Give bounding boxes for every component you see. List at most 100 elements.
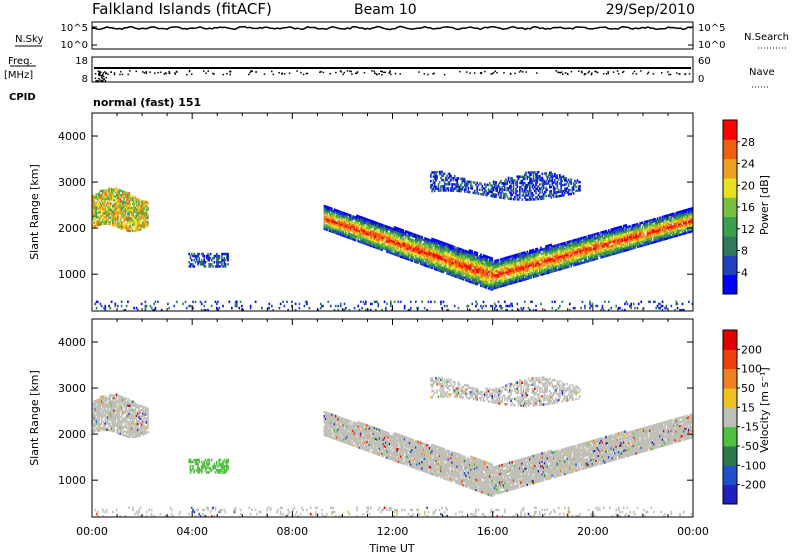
heatmap-cell xyxy=(534,271,536,274)
heatmap-cell xyxy=(554,269,556,273)
heatmap-cell xyxy=(393,244,396,248)
heatmap-cell xyxy=(99,206,102,210)
heatmap-cell xyxy=(508,276,511,279)
heatmap-cell xyxy=(407,245,410,249)
heatmap-cell xyxy=(452,268,455,271)
heatmap-cell xyxy=(495,181,497,184)
heatmap-cell xyxy=(579,245,581,249)
heatmap-cell xyxy=(224,259,227,262)
heatmap-cell xyxy=(619,230,621,233)
heatmap-cell xyxy=(485,278,487,281)
heatmap-cell xyxy=(524,274,526,277)
heatmap-cell xyxy=(491,269,494,273)
heatmap-cell xyxy=(336,215,338,219)
heatmap-cell xyxy=(417,253,420,256)
heatmap-cell xyxy=(629,235,631,238)
heatmap-cell xyxy=(512,187,515,190)
heatmap-cell xyxy=(651,229,654,232)
heatmap-cell xyxy=(192,254,194,258)
heatmap-cell xyxy=(420,237,422,241)
heatmap-cell xyxy=(431,250,433,253)
heatmap-cell xyxy=(631,232,634,236)
heatmap-cell xyxy=(392,229,395,233)
heatmap-cell xyxy=(505,269,507,272)
heatmap-cell xyxy=(441,264,443,267)
heatmap-cell xyxy=(418,243,421,246)
heatmap-cell xyxy=(596,251,599,254)
heatmap-cell xyxy=(594,233,596,236)
heatmap-cell xyxy=(425,252,427,255)
heatmap-cell xyxy=(527,273,530,276)
heatmap-cell xyxy=(398,246,401,250)
heatmap-cell xyxy=(357,239,360,243)
heatmap-cell xyxy=(510,197,512,201)
heatmap-cell xyxy=(550,171,552,174)
heatmap-cell xyxy=(478,277,481,281)
heatmap-cell xyxy=(408,308,411,312)
heatmap-cell xyxy=(95,201,98,205)
freq-tick-top: 18 xyxy=(75,56,88,67)
heatmap-cell xyxy=(99,196,102,199)
heatmap-cell xyxy=(465,254,467,257)
heatmap-cell xyxy=(478,275,481,279)
heatmap-cell xyxy=(150,306,153,310)
heatmap-cell xyxy=(334,223,337,226)
heatmap-cell xyxy=(594,255,596,259)
heatmap-cell xyxy=(475,300,477,304)
heatmap-cell xyxy=(482,266,485,270)
heatmap-cell xyxy=(559,182,561,185)
heatmap-cell xyxy=(426,244,428,247)
heatmap-cell xyxy=(517,271,520,275)
heatmap-cell xyxy=(557,268,560,271)
heatmap-cell xyxy=(328,212,331,216)
heatmap-cell xyxy=(436,249,438,253)
heatmap-cell xyxy=(326,205,328,209)
heatmap-cell xyxy=(559,247,561,250)
heatmap-cell xyxy=(138,214,140,217)
heatmap-cell xyxy=(97,224,99,227)
heatmap-cell xyxy=(641,242,644,245)
heatmap-cell xyxy=(478,269,481,272)
heatmap-cell xyxy=(130,215,133,218)
heatmap-cell xyxy=(463,264,466,267)
heatmap-cell xyxy=(342,211,345,215)
heatmap-cell xyxy=(522,183,525,187)
heatmap-cell xyxy=(582,246,585,250)
heatmap-cell xyxy=(555,248,557,251)
heatmap-cell xyxy=(411,257,413,260)
heatmap-cell xyxy=(612,242,615,245)
heatmap-cell xyxy=(544,268,546,271)
heatmap-cell xyxy=(493,187,496,190)
heatmap-cell xyxy=(460,268,462,272)
heatmap-cell xyxy=(371,234,373,238)
heatmap-cell xyxy=(641,244,644,247)
heatmap-cell xyxy=(480,282,482,285)
heatmap-cell xyxy=(470,274,472,278)
heatmap-cell xyxy=(650,229,653,232)
heatmap-cell xyxy=(395,247,397,250)
heatmap-cell xyxy=(472,275,475,278)
heatmap-cell xyxy=(630,226,633,230)
heatmap-cell xyxy=(387,234,390,237)
heatmap-cell xyxy=(447,262,450,265)
heatmap-cell xyxy=(349,216,352,219)
heatmap-cell xyxy=(629,237,631,240)
heatmap-cell xyxy=(590,238,592,241)
heatmap-cell xyxy=(554,189,556,192)
heatmap-cell xyxy=(544,264,546,267)
heatmap-cell xyxy=(625,238,628,242)
heatmap-cell xyxy=(451,274,453,277)
heatmap-cell xyxy=(138,209,140,213)
heatmap-cell xyxy=(572,192,575,195)
heatmap-cell xyxy=(357,225,360,228)
heatmap-cell xyxy=(456,179,459,182)
heatmap-cell xyxy=(508,270,511,273)
heatmap-cell xyxy=(572,181,575,185)
heatmap-cell xyxy=(559,176,561,179)
heatmap-cell xyxy=(503,196,506,200)
heatmap-cell xyxy=(354,239,357,242)
heatmap-cell xyxy=(433,244,436,248)
heatmap-cell xyxy=(642,231,645,234)
heatmap-cell xyxy=(475,192,477,195)
heatmap-cell xyxy=(122,207,124,210)
